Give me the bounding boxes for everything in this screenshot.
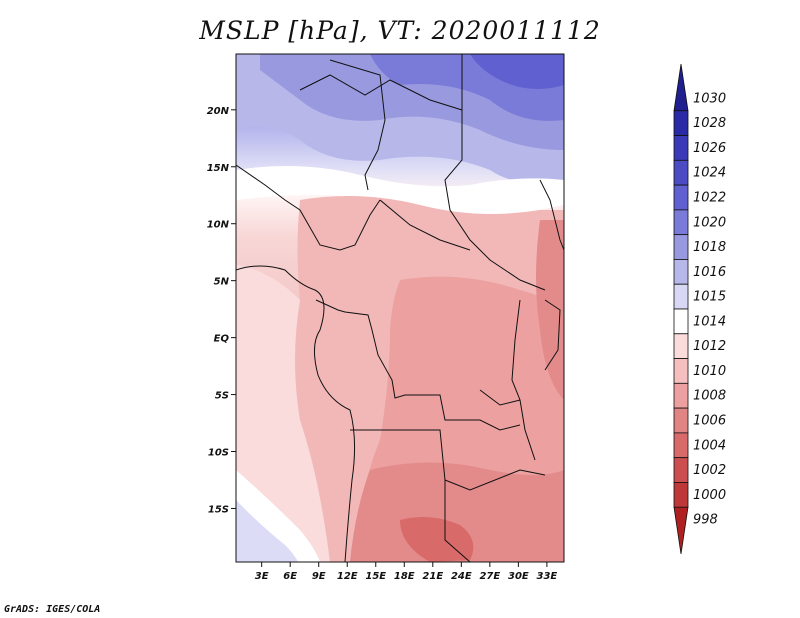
colorbar-label: 1030 xyxy=(693,91,726,106)
nigeria-border xyxy=(236,164,381,251)
colorbar-label: 1002 xyxy=(693,463,726,478)
y-tick-label: 20N xyxy=(207,106,230,117)
colorbar-label: 1015 xyxy=(693,290,726,305)
colorbar: 1030 1028 1026 1024 1022 1020 1018 1016 1015 1014… xyxy=(673,63,726,555)
east-africa-1006 xyxy=(536,220,564,400)
y-tick-label: 10N xyxy=(207,220,230,231)
colorbar-swatch xyxy=(673,482,689,508)
colorbar-label: 1004 xyxy=(693,438,726,453)
x-tick-label: 3E xyxy=(255,571,269,582)
colorbar-swatch xyxy=(673,457,689,483)
colorbar-label: 1014 xyxy=(693,314,726,329)
colorbar-cap-top xyxy=(673,63,689,112)
colorbar-swatch xyxy=(673,234,689,260)
sahara-high-1022 xyxy=(470,54,564,89)
chart-title: MSLP [hPa], VT: 2020011112 xyxy=(199,16,601,45)
colorbar-swatch xyxy=(673,209,689,236)
southern-africa-1006 xyxy=(350,462,564,562)
x-tick-label: 12E xyxy=(337,571,358,582)
colorbar-label: 1006 xyxy=(693,414,726,429)
colorbar-label: 1026 xyxy=(693,141,726,156)
ethiopia-border xyxy=(539,179,564,251)
y-tick-label: 5S xyxy=(215,391,229,402)
colorbar-swatch xyxy=(673,110,689,136)
rift-lakes xyxy=(511,299,536,461)
grads-credit: GrADS: IGES/COLA xyxy=(4,604,101,615)
colorbar-label: 1008 xyxy=(693,389,726,404)
colorbar-swatch xyxy=(673,184,689,211)
x-tick-label: 30E xyxy=(508,571,529,582)
colorbar-label: 1020 xyxy=(693,215,726,230)
colorbar-label: 1016 xyxy=(693,265,726,280)
colorbar-swatch xyxy=(673,358,689,384)
tanzania-border xyxy=(479,389,521,406)
colorbar-swatch xyxy=(673,382,689,409)
colorbar-label: 998 xyxy=(693,513,718,528)
sudan-border xyxy=(444,54,546,291)
colorbar-label: 1028 xyxy=(693,116,726,131)
atlantic-1012 xyxy=(236,265,330,562)
colorbar-label: 1010 xyxy=(693,364,726,379)
angola-border xyxy=(350,429,546,491)
colorbar-swatch xyxy=(673,159,689,186)
namibia-border xyxy=(444,480,471,562)
colorbar-label: 1000 xyxy=(693,488,726,503)
colorbar-swatch xyxy=(673,308,689,335)
x-tick-label: 27E xyxy=(479,571,500,582)
pressure-field xyxy=(236,54,564,562)
y-tick-label: 10S xyxy=(208,448,229,459)
colorbar-swatch xyxy=(673,407,689,434)
colorbar-swatch xyxy=(673,432,689,459)
x-tick-label: 18E xyxy=(394,571,415,582)
map-frame xyxy=(235,53,565,563)
west-coastline xyxy=(236,265,356,562)
south-atlantic-1015 xyxy=(236,500,298,562)
y-axis: 20N 15N 10N 5N EQ 5S 10S 15S xyxy=(207,106,236,515)
colorbar-label: 1024 xyxy=(693,166,726,181)
kalahari-low-1004 xyxy=(400,516,474,562)
x-tick-label: 15E xyxy=(365,571,386,582)
x-tick-label: 6E xyxy=(283,571,297,582)
y-tick-label: 15S xyxy=(208,504,229,515)
colorbar-swatch xyxy=(673,283,689,310)
sahel-1014 xyxy=(236,166,564,215)
y-tick-label: EQ xyxy=(214,334,230,345)
colorbar-label: 1012 xyxy=(693,339,726,354)
x-tick-label: 33E xyxy=(537,571,558,582)
colorbar-swatch xyxy=(673,135,689,161)
x-tick-label: 21E xyxy=(422,571,443,582)
colorbar-swatch xyxy=(673,259,689,285)
coastlines xyxy=(236,54,564,562)
car-border xyxy=(379,199,471,251)
colorbar-cap-bottom xyxy=(673,506,689,555)
colorbar-label: 1018 xyxy=(693,240,726,255)
congo-border xyxy=(315,299,521,431)
x-axis: 3E 6E 9E 12E 15E 18E 21E 24E 27E 30E 33E xyxy=(255,562,558,582)
lake-victoria xyxy=(544,299,561,371)
x-tick-label: 24E xyxy=(451,571,472,582)
colorbar-swatch xyxy=(673,333,689,359)
niger-border xyxy=(329,59,386,191)
y-tick-label: 5N xyxy=(214,277,230,288)
y-tick-label: 15N xyxy=(207,163,230,174)
libya-border xyxy=(299,74,463,111)
x-tick-label: 9E xyxy=(312,571,326,582)
colorbar-label: 1022 xyxy=(693,191,726,206)
